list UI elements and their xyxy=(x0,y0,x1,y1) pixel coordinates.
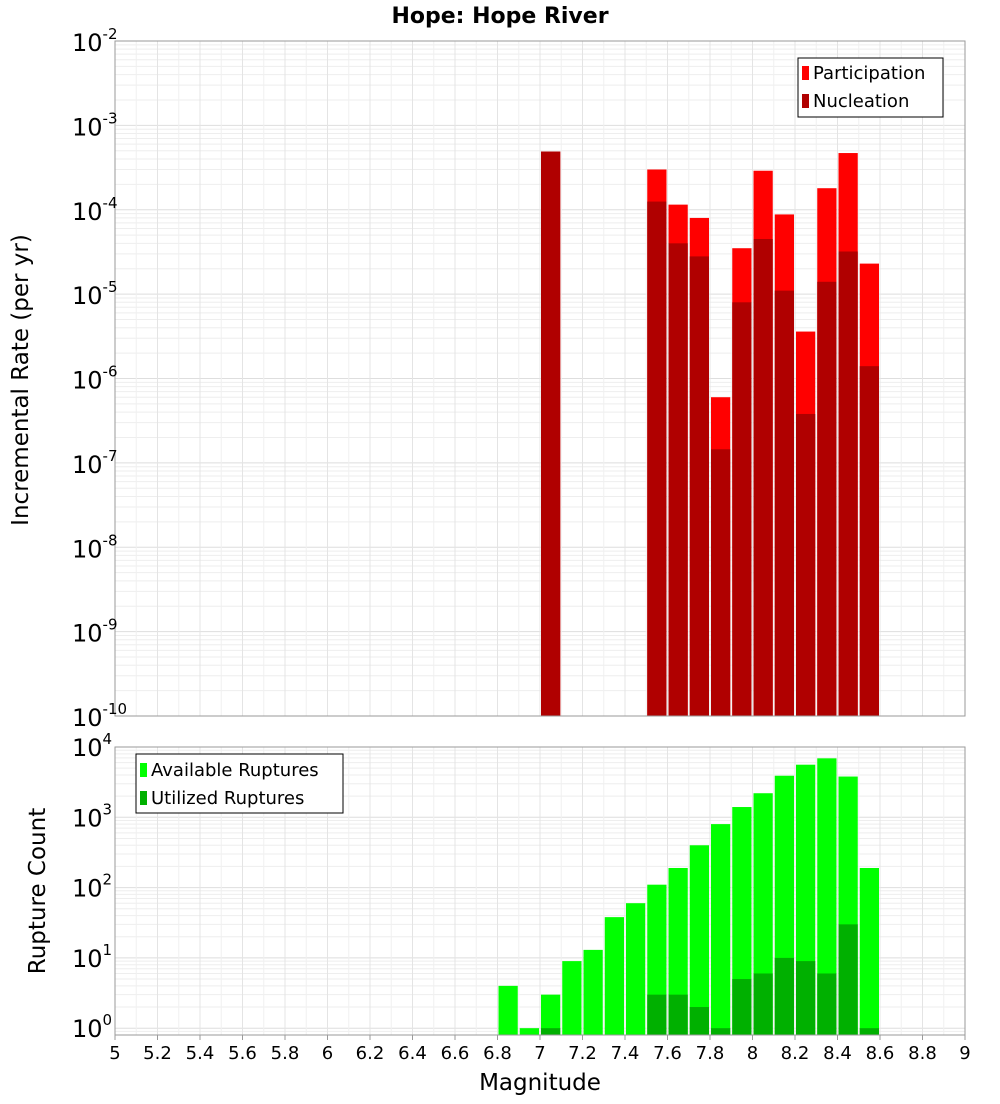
legend-label-participation: Participation xyxy=(813,63,925,84)
x-tick-label: 5.8 xyxy=(271,1043,300,1064)
x-tick-label: 6.8 xyxy=(483,1043,512,1064)
available-ruptures-bar xyxy=(541,994,561,1035)
x-tick-label: 5.4 xyxy=(186,1043,215,1064)
top-legend-box xyxy=(797,57,944,118)
available-ruptures-bar xyxy=(562,961,582,1035)
top-y-tick-label: 10-4 xyxy=(72,194,118,226)
available-ruptures-bar xyxy=(732,807,752,1035)
top-y-tick-label: 10-6 xyxy=(72,363,118,395)
available-ruptures-bar xyxy=(817,758,837,1035)
legend-label-nucleation: Nucleation xyxy=(813,91,909,112)
top-y-tick-label: 10-8 xyxy=(72,531,118,563)
x-tick-label: 7.2 xyxy=(568,1043,597,1064)
nucleation-bar xyxy=(859,366,879,716)
utilized-ruptures-bar xyxy=(668,994,688,1035)
top-y-tick-label: 10-10 xyxy=(72,700,127,732)
top-y-tick-label: 10-2 xyxy=(72,25,118,57)
available-ruptures-bar xyxy=(498,985,518,1035)
nucleation-bar xyxy=(753,239,773,716)
x-tick-label: 5 xyxy=(109,1043,120,1064)
bottom-ylabel: Rupture Count xyxy=(25,808,51,974)
available-ruptures-bar xyxy=(689,845,709,1035)
top-y-tick-label: 10-9 xyxy=(72,616,118,648)
available-ruptures-bar xyxy=(859,867,879,1035)
xlabel: Magnitude xyxy=(479,1070,601,1096)
available-ruptures-bar xyxy=(668,867,688,1035)
x-tick-label: 6.6 xyxy=(441,1043,470,1064)
top-y-ticks: 10-10 10-9 10-8 10-7 10-6 10-5 10-4 10-3 10-2 xyxy=(72,25,127,732)
x-tick-label: 6.4 xyxy=(398,1043,427,1064)
x-tick-label: 5.6 xyxy=(228,1043,257,1064)
nucleation-bar xyxy=(817,281,837,716)
bottom-legend: Available Ruptures Utilized Ruptures xyxy=(135,753,344,814)
x-tick-label: 8.6 xyxy=(866,1043,895,1064)
x-tick-label: 7.4 xyxy=(611,1043,640,1064)
utilized-ruptures-bar xyxy=(732,979,752,1035)
utilized-ruptures-bar xyxy=(838,924,858,1035)
x-tick-label: 6.2 xyxy=(356,1043,385,1064)
x-ticks: 5 5.2 5.4 5.6 5.8 6 6.2 6.4 6.6 6.8 7 7.2 7.4 7.6 7.8 8… xyxy=(109,1035,971,1064)
top-y-tick-label: 10-7 xyxy=(72,447,118,479)
legend-swatch-nucleation xyxy=(802,94,809,108)
utilized-ruptures-bar xyxy=(711,1028,731,1035)
bottom-y-tick-label: 104 xyxy=(72,730,112,762)
utilized-ruptures-bar xyxy=(796,961,816,1035)
bottom-y-tick-label: 103 xyxy=(72,800,112,832)
legend-swatch-available xyxy=(140,763,147,777)
nucleation-bar xyxy=(796,413,816,716)
x-tick-label: 8.4 xyxy=(823,1043,852,1064)
top-plot-frame xyxy=(114,40,966,717)
chart-title: Hope: Hope River xyxy=(391,4,608,29)
legend-label-utilized: Utilized Ruptures xyxy=(151,788,304,809)
bottom-y-tick-label: 102 xyxy=(72,871,112,903)
nucleation-bar xyxy=(732,302,752,716)
utilized-ruptures-bar xyxy=(753,973,773,1035)
available-ruptures-bar xyxy=(626,903,646,1035)
utilized-ruptures-bar xyxy=(647,994,667,1035)
bottom-y-ticks: 100 101 102 103 104 xyxy=(72,730,112,1043)
nucleation-bar xyxy=(689,256,709,716)
legend-swatch-participation xyxy=(802,66,809,80)
utilized-ruptures-bar xyxy=(817,973,837,1035)
top-legend: Participation Nucleation xyxy=(797,57,944,118)
available-ruptures-bar xyxy=(711,824,731,1035)
nucleation-bar xyxy=(838,251,858,716)
available-ruptures-bar xyxy=(519,1028,539,1035)
x-tick-label: 8 xyxy=(747,1043,758,1064)
x-tick-label: 5.2 xyxy=(143,1043,172,1064)
top-bars xyxy=(541,151,879,717)
utilized-ruptures-bar xyxy=(774,957,794,1035)
bottom-legend-box xyxy=(135,753,344,814)
legend-label-available: Available Ruptures xyxy=(151,760,319,781)
utilized-ruptures-bar xyxy=(689,1007,709,1035)
utilized-ruptures-bar xyxy=(541,1028,561,1035)
utilized-ruptures-bar xyxy=(859,1028,879,1035)
nucleation-bar xyxy=(711,449,731,716)
top-gridlines xyxy=(114,41,966,717)
bottom-y-tick-label: 100 xyxy=(72,1011,112,1043)
legend-swatch-utilized xyxy=(140,791,147,805)
bottom-bars xyxy=(498,758,879,1035)
x-tick-label: 6 xyxy=(322,1043,333,1064)
available-ruptures-bar xyxy=(583,949,603,1035)
top-y-tick-label: 10-3 xyxy=(72,109,118,141)
top-plot-border xyxy=(114,40,966,717)
nucleation-bar xyxy=(647,201,667,716)
top-y-tick-label: 10-5 xyxy=(72,278,118,310)
nucleation-bar xyxy=(668,243,688,717)
top-ylabel: Incremental Rate (per yr) xyxy=(8,234,34,526)
x-tick-label: 7 xyxy=(534,1043,545,1064)
nucleation-bar xyxy=(541,151,561,716)
x-tick-label: 7.6 xyxy=(653,1043,682,1064)
x-tick-label: 9 xyxy=(959,1043,970,1064)
available-ruptures-bar xyxy=(604,917,624,1035)
x-tick-label: 7.8 xyxy=(696,1043,725,1064)
nucleation-bar xyxy=(774,290,794,716)
x-tick-label: 8.8 xyxy=(908,1043,937,1064)
x-tick-label: 8.2 xyxy=(781,1043,810,1064)
bottom-y-tick-label: 101 xyxy=(72,941,112,973)
